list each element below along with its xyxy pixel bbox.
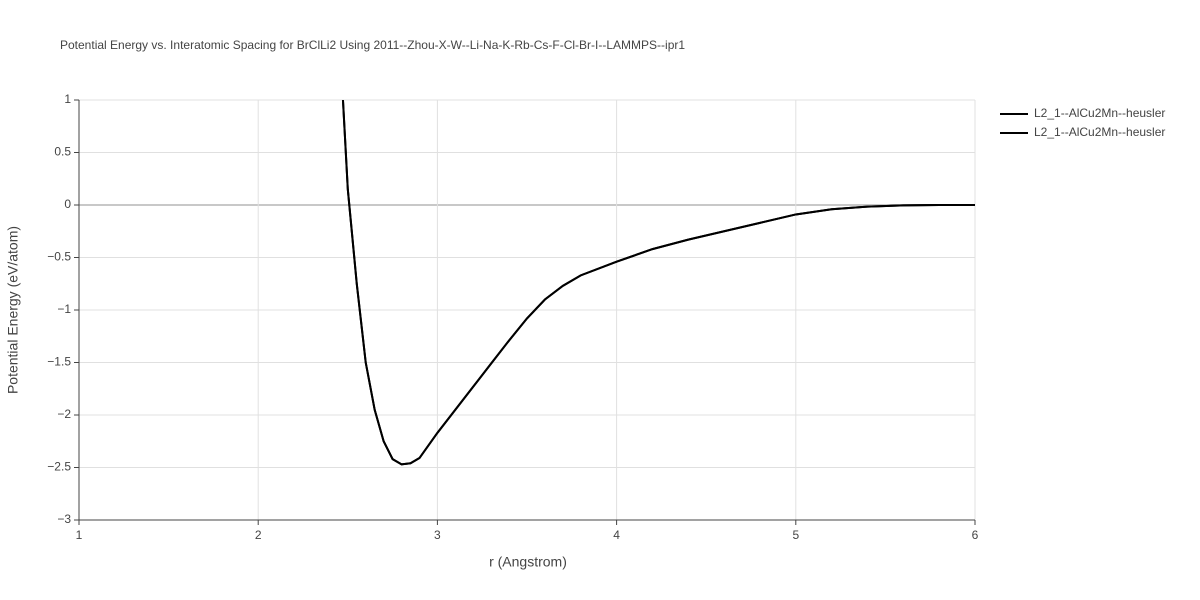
legend-label: L2_1--AlCu2Mn--heusler — [1034, 106, 1165, 120]
y-tick-label: −2 — [57, 407, 71, 421]
y-tick-label: −3 — [57, 512, 71, 526]
legend-label: L2_1--AlCu2Mn--heusler — [1034, 125, 1165, 139]
line-series — [341, 100, 975, 466]
y-tick-label: −1 — [57, 302, 71, 316]
x-tick-label: 3 — [434, 528, 441, 542]
y-axis-label: Potential Energy (eV/atom) — [5, 226, 21, 394]
chart-title: Potential Energy vs. Interatomic Spacing… — [60, 38, 685, 52]
y-tick-label: 0 — [64, 197, 71, 211]
x-tick-label: 6 — [972, 528, 979, 542]
y-tick-label: −0.5 — [47, 250, 71, 264]
x-tick-label: 4 — [613, 528, 620, 542]
y-tick-label: −2.5 — [47, 460, 71, 474]
x-axis-label: r (Angstrom) — [489, 554, 567, 570]
x-tick-label: 1 — [76, 528, 83, 542]
y-tick-label: 1 — [64, 92, 71, 106]
y-tick-label: −1.5 — [47, 355, 71, 369]
x-tick-label: 5 — [792, 528, 799, 542]
y-tick-label: 0.5 — [54, 145, 71, 159]
x-tick-label: 2 — [255, 528, 262, 542]
